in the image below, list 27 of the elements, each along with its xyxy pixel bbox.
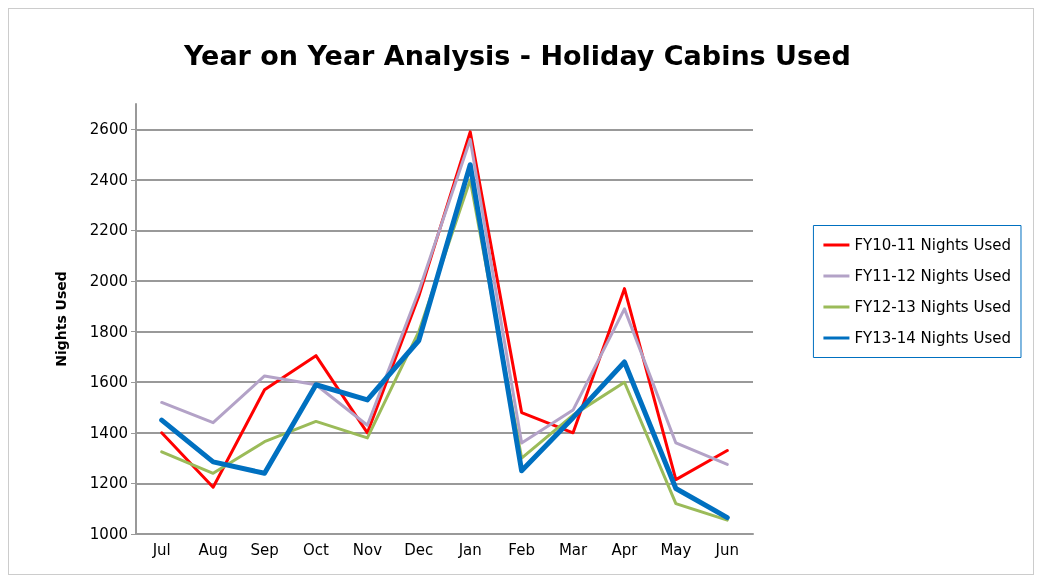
x-tick-label: Nov (352, 540, 383, 559)
y-tick-label: 2000 (89, 272, 128, 291)
y-tick-label: 2400 (89, 170, 128, 189)
x-tick-label: Feb (508, 540, 535, 559)
x-tick-label: Aug (198, 540, 228, 559)
x-tick-label: Dec (404, 540, 434, 559)
y-tick-label: 1200 (89, 474, 128, 493)
legend-label: FY11-12 Nights Used (854, 267, 1012, 285)
x-tick-label: Sep (250, 540, 279, 559)
x-tick-label: Mar (558, 540, 589, 559)
legend-label: FY12-13 Nights Used (854, 298, 1012, 316)
y-tick-label: 1400 (89, 423, 128, 442)
x-tick-label: Oct (302, 540, 330, 559)
y-axis-title: Nights Used (53, 271, 69, 367)
y-tick-label: 1600 (89, 373, 128, 392)
x-tick-label: Apr (611, 540, 639, 559)
y-tick-label: 1000 (89, 525, 128, 543)
y-tick-label: 2200 (89, 221, 128, 240)
x-tick-label: May (660, 540, 692, 559)
y-tick-label: 2600 (89, 120, 128, 139)
x-tick-label: Jul (151, 540, 171, 559)
x-tick-label: Jan (457, 540, 482, 559)
legend-label: FY13-14 Nights Used (854, 329, 1012, 347)
x-tick-label: Jun (714, 540, 740, 559)
y-tick-label: 1800 (89, 322, 128, 341)
chart-title: Year on Year Analysis - Holiday Cabins Used (183, 40, 851, 71)
legend-label: FY10-11 Nights Used (854, 236, 1012, 254)
